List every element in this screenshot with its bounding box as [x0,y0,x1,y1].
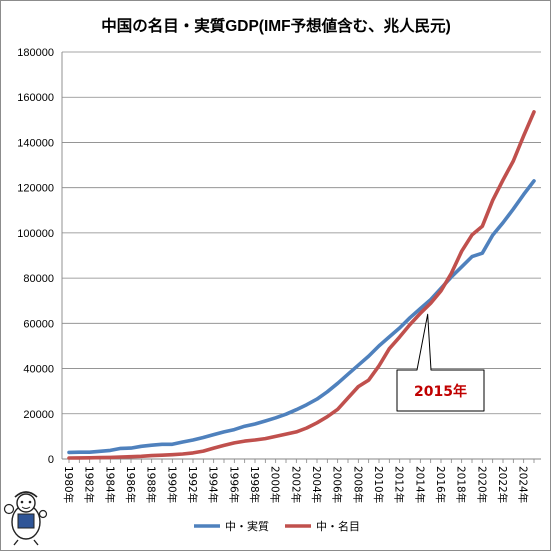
x-tick-label: 2000年 [269,466,282,503]
x-axis-tick-labels: 1980年 1982年 1984年 1986年 1988年 1990年 1992年 1994年… [62,466,530,503]
x-tick-label: 2014年 [413,466,426,503]
y-tick-label: 80000 [23,273,54,285]
axes [61,52,541,463]
x-tick-label: 2024年 [517,466,530,503]
x-tick-label: 2010年 [372,466,385,503]
x-tick-label: 2016年 [434,466,447,503]
gridlines [62,51,541,415]
y-tick-label: 140000 [17,137,54,149]
x-tick-label: 1986年 [124,466,137,503]
x-tick-label: 2006年 [331,466,344,503]
series-line-nominal [67,110,536,460]
x-tick-label: 2008年 [351,466,364,503]
x-tick-label: 2004年 [310,466,323,503]
x-tick-label: 1984年 [103,466,116,503]
x-tick-label: 1990年 [165,466,178,503]
y-tick-label: 180000 [17,47,54,59]
legend: 中・実質 中・名目 [194,519,360,533]
y-tick-label: 20000 [23,409,54,421]
legend-label: 中・実質 [225,519,269,533]
x-tick-label: 1988年 [145,466,158,503]
y-tick-label: 100000 [17,228,54,240]
y-tick-label: 160000 [17,92,54,104]
x-tick-label: 1998年 [248,466,261,503]
x-tick-label: 2018年 [455,466,468,503]
y-tick-label: 120000 [17,183,54,195]
x-tick-label: 1992年 [186,466,199,503]
y-tick-label: 0 [48,454,54,466]
chart-title: 中国の名目・実質GDP(IMF予想値含む、兆人民元) [101,16,451,35]
y-tick-label: 40000 [23,364,54,376]
x-tick-label: 2012年 [393,466,406,503]
x-tick-label: 1994年 [207,466,220,503]
legend-label: 中・名目 [316,519,360,533]
y-tick-label: 60000 [23,318,54,330]
callout-label: 2015年 [414,383,467,400]
x-tick-label: 1982年 [83,466,96,503]
x-tick-label: 1996年 [227,466,240,503]
x-tick-label: 2022年 [496,466,509,503]
y-axis-tick-labels: 0 20000 40000 60000 80000 100000 120000 140000 1… [17,47,54,466]
callout-2015: 2015年 [396,313,485,412]
series-line-real [67,179,536,455]
x-tick-label: 1980年 [62,466,75,503]
series-lines [67,110,536,460]
x-tick-label: 2020年 [475,466,488,503]
x-tick-label: 2002年 [289,466,302,503]
mascot-illustration [3,491,48,546]
callout-box [396,313,485,412]
